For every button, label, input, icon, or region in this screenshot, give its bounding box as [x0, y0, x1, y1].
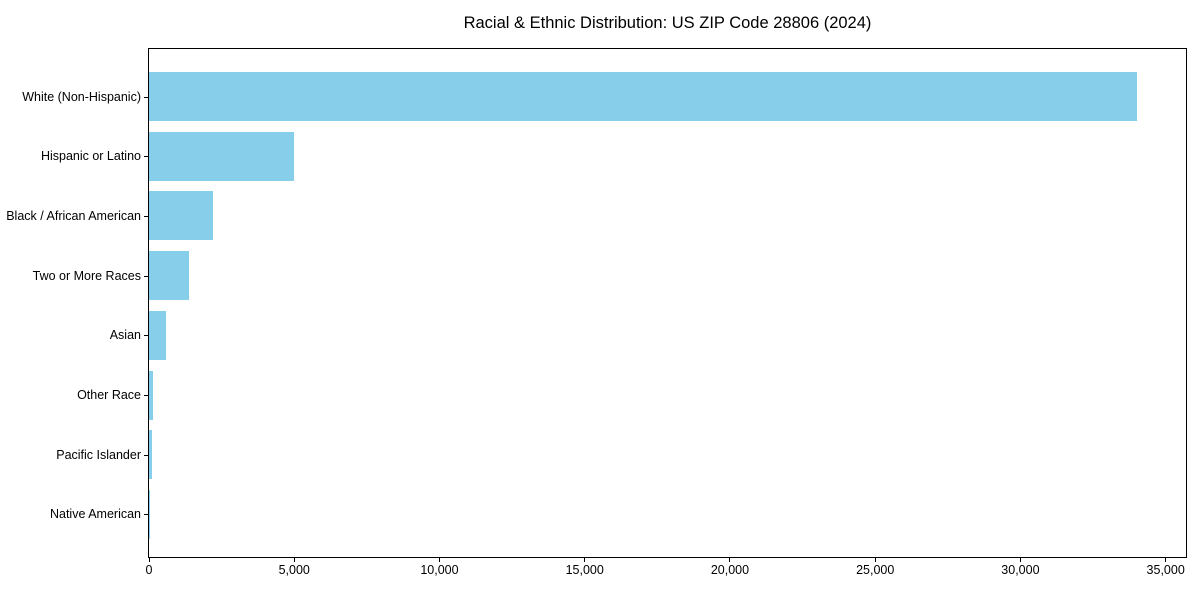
x-axis-label: 15,000	[565, 563, 604, 577]
x-tick-mark	[1165, 558, 1167, 562]
bar-7	[149, 489, 150, 539]
plot-area	[148, 48, 1187, 558]
bar-2	[149, 191, 213, 241]
x-axis-label: 0	[145, 563, 153, 577]
bar-1	[149, 131, 295, 181]
y-tick-mark	[144, 455, 148, 456]
x-axis-label: 25,000	[856, 563, 895, 577]
x-axis-label: 10,000	[420, 563, 459, 577]
x-axis-label: 30,000	[1001, 563, 1040, 577]
y-tick-mark	[144, 514, 148, 515]
x-tick-mark	[584, 558, 586, 562]
bar-0	[149, 72, 1137, 121]
bar-3	[149, 251, 189, 301]
chart-title: Racial & Ethnic Distribution: US ZIP Cod…	[463, 14, 872, 32]
y-tick-mark	[144, 395, 148, 396]
x-axis-label: 20,000	[710, 563, 750, 577]
bar-6	[149, 430, 152, 480]
y-tick-mark	[144, 276, 148, 277]
bar-5	[149, 370, 154, 420]
y-axis-label: Asian	[109, 328, 141, 343]
y-axis-label: Black / African American	[6, 208, 141, 223]
x-axis-label: 35,000	[1146, 563, 1185, 577]
y-axis-label: Other Race	[77, 388, 141, 403]
bar-4	[149, 310, 167, 360]
y-tick-mark	[144, 335, 148, 336]
y-tick-mark	[144, 216, 148, 217]
x-tick-mark	[148, 558, 150, 562]
x-tick-mark	[438, 558, 440, 562]
y-tick-mark	[144, 156, 148, 157]
x-tick-mark	[874, 558, 876, 562]
y-axis-label: White (Non-Hispanic)	[22, 89, 141, 104]
y-axis-label: Two or More Races	[32, 268, 141, 283]
y-tick-mark	[144, 97, 148, 98]
x-tick-mark	[729, 558, 731, 562]
y-axis-label: Pacific Islander	[56, 447, 141, 462]
x-tick-mark	[293, 558, 295, 562]
y-axis-label: Native American	[49, 507, 141, 522]
x-tick-mark	[1019, 558, 1021, 562]
x-axis-label: 5,000	[278, 563, 310, 577]
y-axis-label: Hispanic or Latino	[40, 149, 141, 164]
